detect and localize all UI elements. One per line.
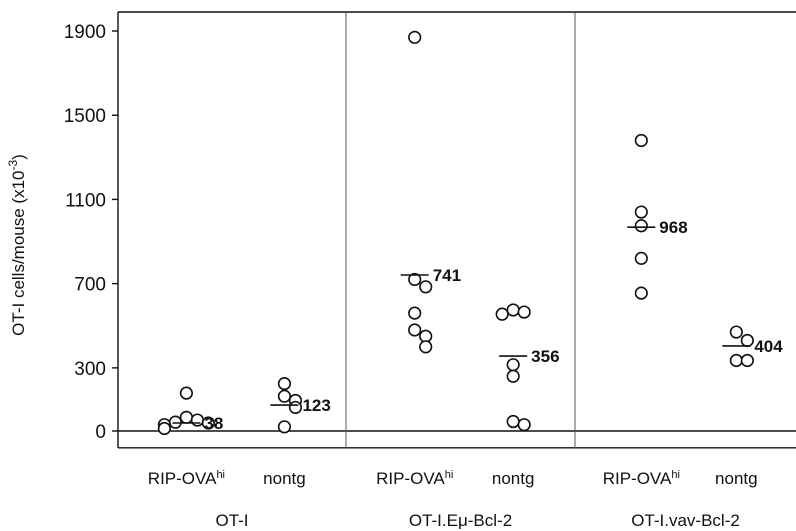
- data-point: [179, 410, 193, 424]
- category-label-sup: hi: [671, 469, 680, 481]
- category-label: RIP-OVAhi: [376, 469, 453, 488]
- data-point: [179, 386, 193, 400]
- group-label: OT-I.Eμ-Bcl-2: [409, 511, 512, 530]
- data-point: [740, 353, 754, 368]
- category-label-text: nontg: [715, 469, 758, 488]
- data-point: [729, 353, 743, 368]
- data-point: [506, 414, 520, 429]
- data-point: [634, 219, 648, 233]
- data-point: [277, 389, 292, 403]
- category-label-sup: hi: [445, 469, 454, 481]
- data-point: [506, 303, 520, 317]
- data-point: [288, 400, 303, 415]
- data-point: [506, 369, 520, 383]
- data-point: [634, 205, 648, 219]
- y-tick-label: 1100: [65, 190, 106, 211]
- data-point: [740, 333, 754, 348]
- category-label: nontg: [263, 469, 306, 488]
- data-point: [506, 358, 520, 372]
- category-label: RIP-OVAhi: [148, 469, 225, 488]
- chart-marks: 38 123 741 356 968 404: [157, 30, 783, 436]
- data-point: [408, 30, 422, 44]
- data-point: [408, 323, 422, 337]
- category-label-text: nontg: [263, 469, 306, 488]
- category-label-sup: hi: [216, 469, 225, 481]
- y-tick-label: 1900: [64, 22, 106, 43]
- mean-value-label: 741: [433, 266, 461, 285]
- category-label-text: RIP-OVA: [376, 469, 445, 488]
- data-point: [634, 251, 648, 265]
- category-label-text: nontg: [492, 469, 535, 488]
- mean-value-label: 123: [302, 396, 330, 415]
- data-point: [729, 325, 743, 339]
- data-point: [168, 415, 182, 429]
- category-label-text: RIP-OVA: [603, 469, 672, 488]
- data-point: [634, 133, 648, 148]
- y-axis-label-close: ): [9, 154, 28, 160]
- data-point: [277, 420, 292, 434]
- data-point: [495, 307, 509, 321]
- category-label: nontg: [715, 469, 758, 488]
- mean-value-label: 404: [754, 337, 783, 356]
- group-label: OT-I.vav-Bcl-2: [631, 511, 740, 530]
- data-point: [419, 340, 433, 354]
- mean-value-label: 38: [204, 414, 223, 433]
- y-tick-label: 300: [74, 359, 106, 380]
- y-tick-label: 1500: [64, 106, 106, 127]
- y-tick-label: 0: [95, 422, 106, 443]
- data-point: [277, 377, 292, 391]
- data-point: [517, 305, 531, 319]
- group-label: OT-I: [215, 511, 248, 530]
- data-point: [157, 421, 171, 436]
- mean-value-label: 968: [659, 218, 687, 237]
- data-point: [419, 280, 433, 294]
- data-point: [634, 286, 648, 300]
- data-point: [408, 306, 422, 320]
- y-axis-label: OT-I cells/mouse (x10-3): [6, 154, 28, 336]
- data-point: [408, 272, 422, 287]
- category-label: nontg: [492, 469, 535, 488]
- data-point: [190, 413, 204, 427]
- category-label: RIP-OVAhi: [603, 469, 680, 488]
- data-point: [517, 418, 531, 432]
- data-point: [201, 416, 215, 430]
- y-axis-label-sup: -3: [6, 160, 20, 171]
- y-tick-label: 700: [74, 275, 106, 296]
- mean-value-label: 356: [531, 347, 559, 366]
- category-label-text: RIP-OVA: [148, 469, 217, 488]
- y-axis-label-text: OT-I cells/mouse (x10: [9, 171, 28, 336]
